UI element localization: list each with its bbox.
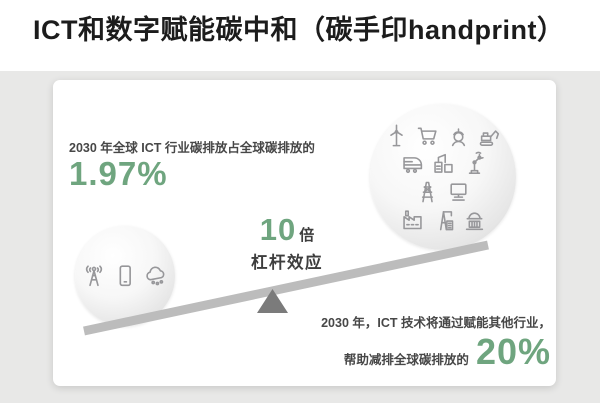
cloud-network-icon — [142, 262, 170, 290]
enablement-line2-prefix: 帮助减排全球碳排放的 — [343, 353, 469, 367]
icon-row — [414, 178, 472, 205]
crane-icon — [430, 206, 457, 233]
leverage-label: 10 倍 杠杆效应 — [229, 214, 345, 274]
bank-icon — [461, 206, 488, 233]
enablement-line1: 2030 年，ICT 技术将通过赋能其他行业， — [321, 316, 551, 330]
leverage-multiplier-line: 10 倍 — [229, 214, 345, 252]
smartphone-icon — [111, 262, 139, 290]
ict-emissions-caption: 2030 年全球 ICT 行业碳排放占全球碳排放的 — [69, 141, 315, 155]
industries-ball-icons — [383, 122, 503, 233]
plant-icon — [430, 150, 457, 177]
leverage-multiplier: 10 — [259, 212, 297, 247]
computer-icon — [445, 178, 472, 205]
industries-ball — [370, 104, 516, 250]
leverage-unit: 倍 — [299, 227, 315, 244]
ict-emissions-value: 1.97% — [69, 155, 168, 192]
radio-tower-icon — [80, 262, 108, 290]
page-title: ICT和数字赋能碳中和（碳手印handprint） — [33, 15, 565, 45]
train-icon — [399, 150, 426, 177]
leverage-caption: 杠杆效应 — [251, 254, 323, 272]
seesaw-diagram-card: 2030 年全球 ICT 行业碳排放占全球碳排放的 1.97% 10 倍 杠杆效应… — [53, 80, 556, 386]
robot-arm-icon — [461, 150, 488, 177]
ict-emissions-stat: 2030 年全球 ICT 行业碳排放占全球碳排放的 1.97% — [69, 140, 389, 191]
worker-icon — [445, 122, 472, 149]
shopping-cart-icon — [414, 122, 441, 149]
fulcrum-triangle — [257, 289, 288, 313]
excavator-icon — [476, 122, 503, 149]
icon-row — [383, 122, 503, 149]
enablement-line2: 帮助减排全球碳排放的 20% — [251, 334, 551, 370]
enablement-value: 20% — [475, 331, 551, 372]
enablement-stat: 2030 年，ICT 技术将通过赋能其他行业， 帮助减排全球碳排放的 20% — [251, 314, 551, 370]
factory-icon — [399, 206, 426, 233]
icon-row — [399, 150, 488, 177]
ict-ball — [75, 226, 175, 326]
wind-turbine-icon — [383, 122, 410, 149]
power-pylon-icon — [414, 178, 441, 205]
icon-row — [399, 206, 488, 233]
ict-ball-icons — [80, 262, 170, 290]
